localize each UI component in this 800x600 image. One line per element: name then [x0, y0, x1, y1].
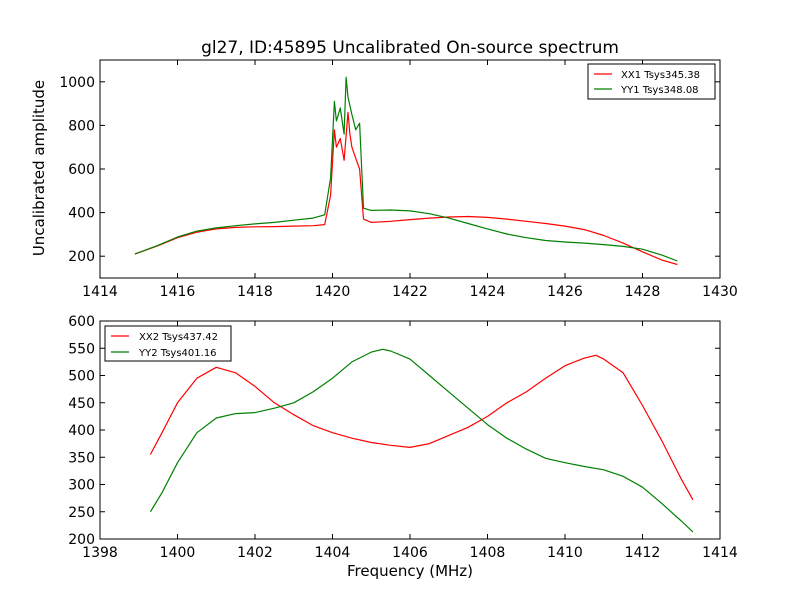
- y-tick-label: 550: [68, 341, 95, 357]
- y-tick-label: 450: [68, 396, 95, 412]
- legend-label-xx1: XX1 Tsys345.38: [621, 70, 700, 81]
- x-tick-label: 1400: [160, 545, 196, 561]
- x-tick-label: 1414: [82, 284, 118, 300]
- x-tick-label: 1412: [625, 545, 661, 561]
- y-tick-label: 600: [68, 314, 95, 330]
- legend-label-xx2: XX2 Tsys437.42: [139, 332, 218, 343]
- x-tick-label: 1420: [315, 284, 351, 300]
- x-axis-label: Frequency (MHz): [347, 562, 473, 580]
- x-tick-label: 1414: [702, 545, 738, 561]
- legend-bottom: XX2 Tsys437.42 YY2 Tsys401.16: [104, 325, 232, 362]
- legend-top: XX1 Tsys345.38 YY1 Tsys348.08: [587, 63, 716, 100]
- x-tick-label: 1402: [237, 545, 273, 561]
- y-tick-label: 800: [68, 118, 95, 134]
- x-tick-label: 1424: [470, 284, 506, 300]
- y-tick-label: 500: [68, 369, 95, 385]
- y-axis-label: Uncalibrated amplitude: [30, 80, 48, 256]
- series-line-yy1: [134, 76, 678, 262]
- y-tick-label: 1000: [59, 75, 95, 91]
- x-tick-label: 1428: [625, 284, 661, 300]
- y-tick-label: 350: [68, 450, 95, 466]
- x-tick-label: 1410: [547, 545, 583, 561]
- x-tick-label: 1416: [160, 284, 196, 300]
- y-tick-label: 200: [68, 249, 95, 265]
- series-line-xx2: [149, 354, 694, 501]
- x-tick-label: 1430: [702, 284, 738, 300]
- x-tick-label: 1404: [315, 545, 351, 561]
- y-tick-label: 250: [68, 505, 95, 521]
- x-tick-label: 1422: [392, 284, 428, 300]
- legend-box: [104, 325, 232, 362]
- chart-top-spectrum: gl27, ID:45895 Uncalibrated On-source sp…: [30, 38, 738, 300]
- x-tick-label: 1398: [82, 545, 118, 561]
- legend-label-yy1: YY1 Tsys348.08: [620, 85, 699, 96]
- series-line-yy2: [149, 348, 694, 533]
- series-line-xx1: [134, 111, 678, 266]
- legend-label-yy2: YY2 Tsys401.16: [138, 348, 217, 359]
- x-tick-label: 1406: [392, 545, 428, 561]
- x-tick-label: 1408: [470, 545, 506, 561]
- x-tick-label: 1418: [237, 284, 273, 300]
- y-tick-label: 300: [68, 478, 95, 494]
- y-tick-label: 600: [68, 162, 95, 178]
- legend-box: [587, 63, 716, 100]
- y-tick-label: 400: [68, 206, 95, 222]
- chart-title: gl27, ID:45895 Uncalibrated On-source sp…: [201, 38, 619, 58]
- y-tick-label: 200: [68, 532, 95, 548]
- chart-bottom-spectrum: Frequency (MHz) 1398 1400 1402 1404 1406 1408…: [68, 314, 738, 580]
- y-tick-label: 400: [68, 423, 95, 439]
- x-tick-label: 1426: [547, 284, 583, 300]
